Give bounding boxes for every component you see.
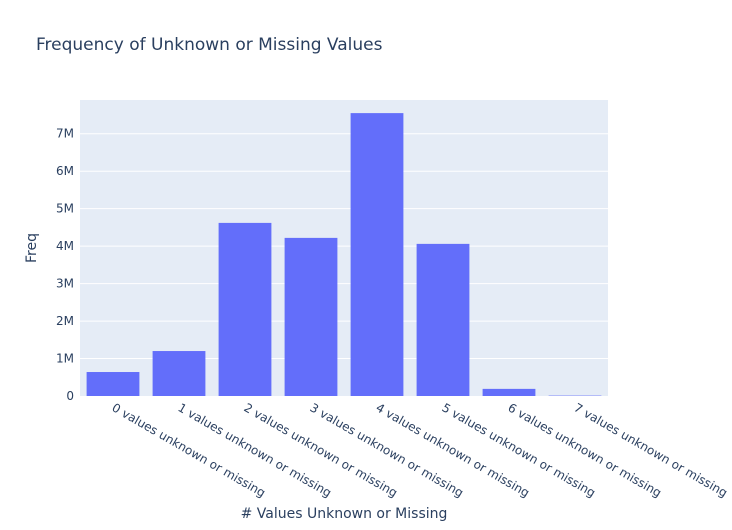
bar[interactable] bbox=[152, 351, 206, 396]
bar[interactable] bbox=[350, 113, 404, 396]
bars bbox=[86, 113, 602, 396]
y-tick-label: 0 bbox=[66, 389, 74, 403]
x-axis-title: # Values Unknown or Missing bbox=[241, 506, 448, 522]
bar[interactable] bbox=[284, 237, 338, 396]
y-tick-label: 2M bbox=[56, 314, 74, 328]
plot-area bbox=[80, 100, 608, 396]
bar[interactable] bbox=[218, 222, 272, 396]
y-tick-label: 6M bbox=[56, 164, 74, 178]
y-tick-label: 5M bbox=[56, 202, 74, 216]
chart-title: Frequency of Unknown or Missing Values bbox=[36, 35, 383, 55]
y-tick-label: 7M bbox=[56, 127, 74, 141]
bar[interactable] bbox=[416, 243, 470, 396]
y-axis-title: Freq bbox=[24, 233, 40, 263]
y-tick-label: 3M bbox=[56, 277, 74, 291]
bar[interactable] bbox=[482, 388, 536, 396]
y-tick-label: 4M bbox=[56, 239, 74, 253]
y-tick-label: 1M bbox=[56, 352, 74, 366]
bar[interactable] bbox=[86, 372, 140, 396]
y-axis-ticks: 0 1M 2M 3M 4M 5M 6M 7M bbox=[56, 127, 74, 403]
